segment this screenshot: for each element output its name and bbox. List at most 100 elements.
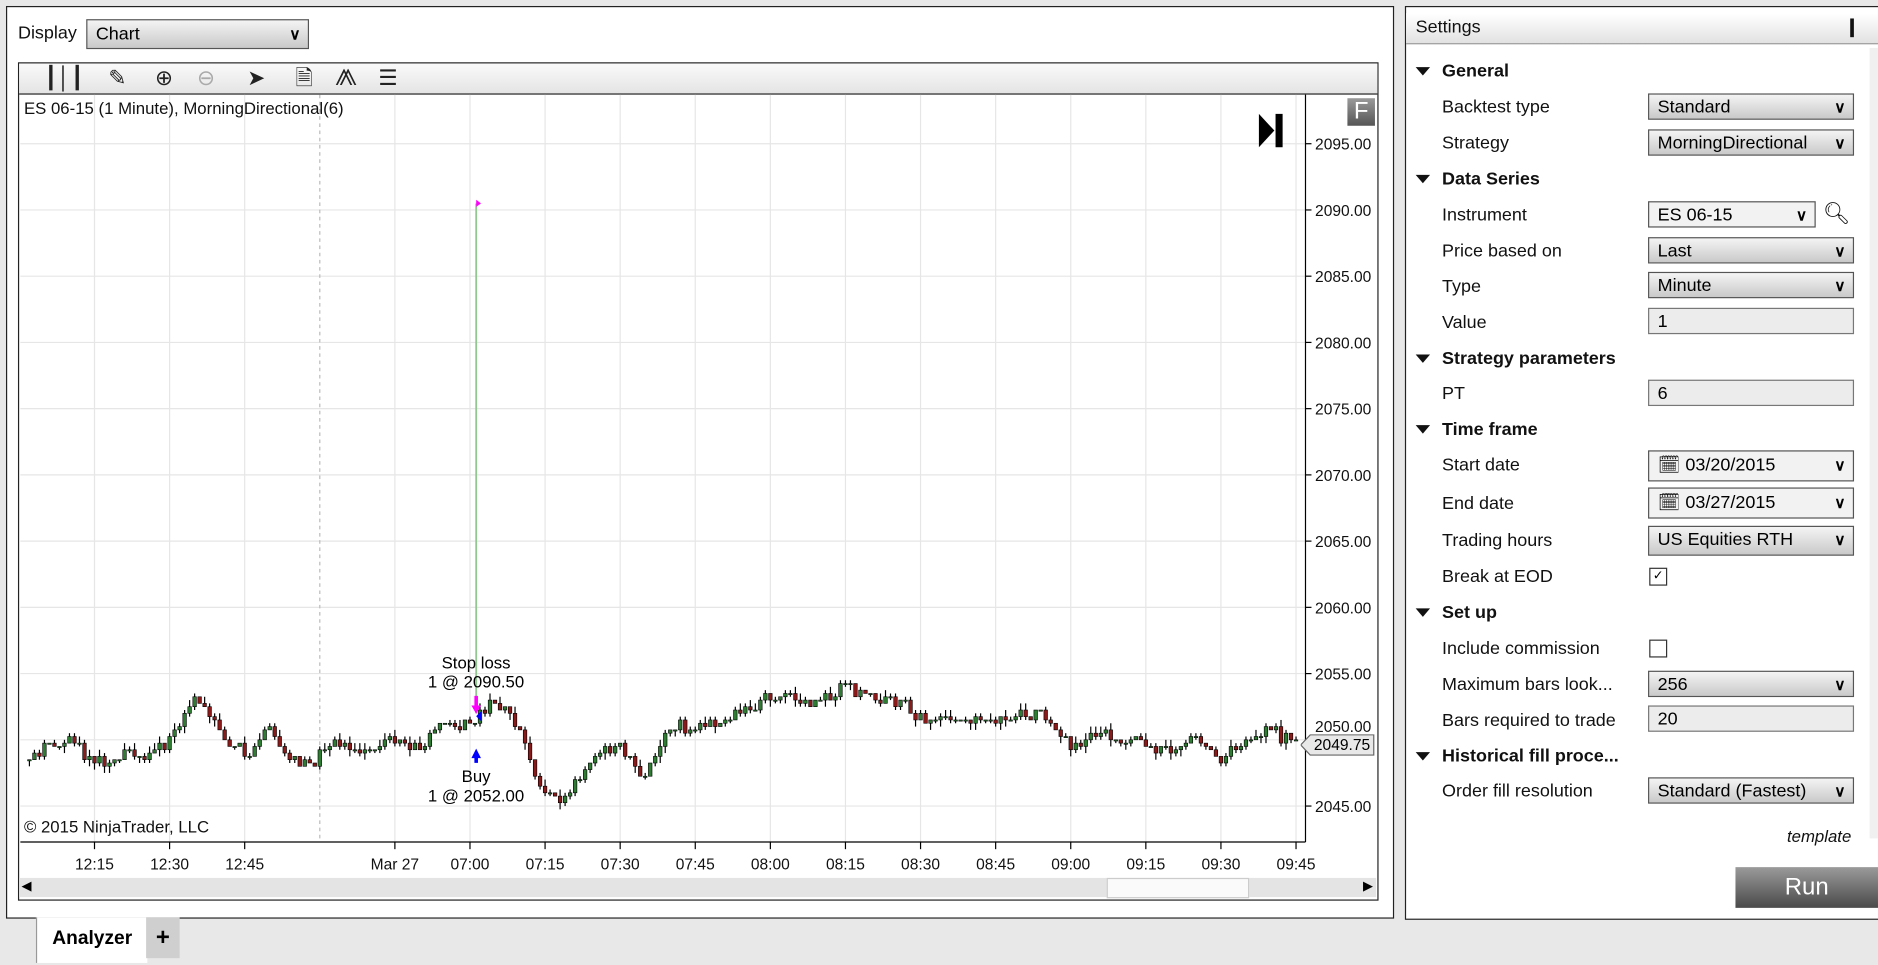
include-commission-label: Include commission [1442,638,1600,659]
include-commission-checkbox[interactable] [1649,639,1668,658]
collapse-strategy-parameters-icon[interactable] [1415,354,1431,363]
price-tick-label: 2065.00 [1315,534,1372,551]
candle-body [267,726,272,731]
candle-body [497,703,503,711]
candle-body [102,756,107,767]
candle-body [187,706,192,714]
candle-body [362,749,367,754]
chevron-down-icon: ∨ [289,25,301,44]
strategy-select[interactable]: MorningDirectional ∨ [1648,129,1855,156]
collapse-time-frame-icon[interactable] [1415,425,1431,434]
zoom-out-icon[interactable]: ⊖ [196,65,216,90]
horizontal-scrollbar[interactable]: ◀ ▶ [19,877,1377,899]
f-badge[interactable]: F [1347,98,1375,126]
candle-body [988,719,993,722]
scrollbar-thumb[interactable] [1106,877,1250,899]
candle-body [217,719,222,731]
max-bars-select[interactable]: 256 ∨ [1648,670,1855,698]
candle-body [1133,736,1138,741]
type-select[interactable]: Minute ∨ [1648,271,1855,299]
price-based-on-select[interactable]: Last ∨ [1648,237,1855,264]
candle-body [407,742,412,751]
candle-body [1158,746,1163,754]
collapse-historical-fill-icon[interactable] [1415,752,1431,761]
candle-body [442,722,448,725]
display-label: Display [17,22,77,44]
zoom-in-icon[interactable]: ⊕ [155,65,174,90]
candle-body [212,716,217,721]
instrument-select[interactable]: ES 06-15 ∨ [1648,201,1816,228]
break-at-eod-checkbox[interactable]: ✓ [1649,567,1668,586]
trading-hours-value: US Equities RTH [1657,529,1794,550]
pt-label: PT [1442,383,1465,404]
pencil-icon[interactable]: ✎ [108,65,127,90]
instrument-search-icon[interactable]: 🔍︎ [1822,201,1851,226]
candle-body [27,759,32,762]
template-link[interactable]: template [1786,826,1852,846]
scroll-to-end-icon[interactable] [1258,113,1283,148]
value-input[interactable]: 1 [1648,307,1855,335]
price-tick-label: 2060.00 [1315,600,1372,617]
candle-body [372,749,377,752]
price-tick-label: 2080.00 [1315,335,1372,352]
candle-body [738,709,743,714]
indicators-icon[interactable]: ⨇ [335,65,357,90]
start-date-picker[interactable]: 🗓︎ 03/20/2015 ∨ [1648,450,1855,482]
candle-body [242,742,247,757]
candle-body [1173,749,1178,754]
candle-body [452,722,458,727]
add-tab-button[interactable]: + [146,917,180,959]
chevron-down-icon: ∨ [1834,782,1846,801]
collapse-data-series-icon[interactable] [1415,174,1431,184]
candle-body [793,693,798,701]
pt-input[interactable]: 6 [1648,379,1855,407]
price-tick-label: 2075.00 [1315,402,1372,419]
candle-body [848,683,853,686]
candle-body [593,756,598,764]
candle-body [427,732,433,747]
candle-body [1178,746,1183,751]
candle-body [583,769,588,780]
display-select[interactable]: Chart ∨ [86,19,310,50]
scroll-left-icon[interactable]: ◀ [21,879,32,894]
candle-body [1103,729,1108,734]
collapse-general-icon[interactable] [1415,67,1431,76]
candle-body [858,689,863,698]
candle-body [803,699,808,704]
candle-body [1033,709,1038,721]
candle-body [1193,736,1198,739]
candle-body [492,699,498,704]
trading-hours-select[interactable]: US Equities RTH ∨ [1648,525,1855,556]
end-date-picker[interactable]: 🗓︎ 03/27/2015 ∨ [1648,487,1855,519]
candle-body [678,719,683,731]
candle-body [918,713,923,721]
order-fill-select[interactable]: Standard (Fastest) ∨ [1648,777,1855,804]
buy-label: Buy 1 @ 2052.00 [407,767,545,805]
candle-body [633,756,638,767]
bars-required-input[interactable]: 20 [1648,705,1855,732]
pin-icon[interactable]: ❙ [1844,16,1860,38]
candle-body [768,693,773,701]
data-box-icon[interactable]: 🗎 [295,65,313,90]
candle-body [297,756,302,767]
backtest-type-select[interactable]: Standard ∨ [1648,93,1855,120]
candle-body [117,759,122,762]
candle-body [1288,732,1294,741]
candle-body [1038,709,1043,712]
pointer-icon[interactable]: ➤ [247,65,266,90]
run-button[interactable]: Run [1735,867,1878,908]
candle-body [312,762,317,767]
tab-analyzer[interactable]: Analyzer [35,917,148,963]
candle-body [337,739,342,747]
candle-body [392,736,397,744]
candle-body [618,742,623,747]
candle-body [92,756,97,764]
strategy-label: Strategy [1442,132,1509,154]
section-data-series: Data Series [1442,168,1540,190]
properties-icon[interactable]: ☰ [378,65,398,90]
instrument-label: Instrument [1442,204,1527,226]
scroll-right-icon[interactable]: ▶ [1362,879,1374,894]
collapse-set-up-icon[interactable] [1415,608,1431,617]
settings-scrollbar[interactable] [1869,47,1878,839]
